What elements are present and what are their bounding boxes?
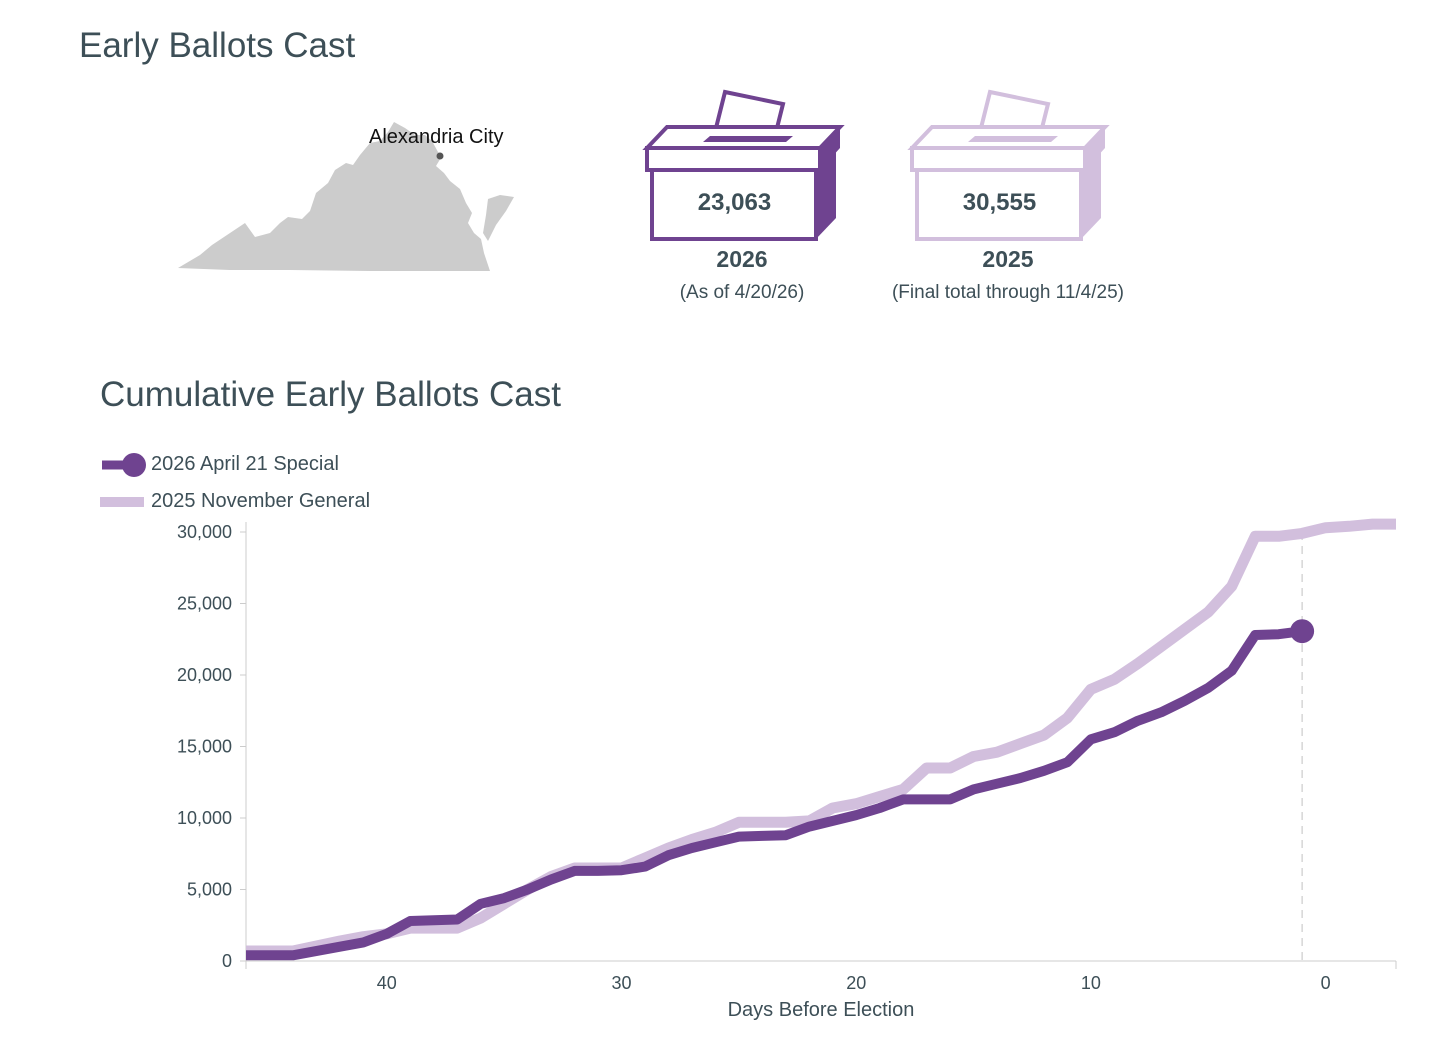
x-axis-title: Days Before Election — [728, 999, 915, 1021]
ballot-count-2026: 23,063 — [697, 189, 772, 216]
ballot-count-2025: 30,555 — [962, 189, 1037, 216]
x-tick-label: 40 — [377, 973, 397, 993]
legend-item-2025: 2025 November General — [100, 489, 420, 515]
map-locality-label: Alexandria City — [369, 126, 504, 148]
x-tick-label: 30 — [611, 973, 631, 993]
virginia-map — [178, 122, 514, 271]
series-line-2026 — [246, 626, 1303, 961]
legend-label-2026: 2026 April 21 Special — [151, 453, 339, 475]
legend-label-2025: 2025 November General — [151, 490, 371, 512]
legend-swatch-2026 — [102, 453, 146, 477]
y-tick-label: 15,000 — [177, 737, 232, 757]
ballot-box-2025-icon — [907, 89, 1110, 241]
legend-swatch-2025 — [100, 497, 144, 507]
year-2026-label: 2026 — [716, 246, 768, 272]
y-tick-label: 0 — [222, 951, 232, 971]
page-title: Early Ballots Cast — [79, 26, 356, 65]
y-tick-label: 20,000 — [177, 665, 232, 685]
y-tick-label: 30,000 — [177, 522, 232, 542]
series-end-marker-2026 — [1290, 619, 1315, 644]
year-2025-label: 2025 — [982, 246, 1034, 272]
note-2025: (Final total through 11/4/25) — [891, 282, 1124, 303]
note-2026: (As of 4/20/26) — [679, 282, 805, 303]
x-tick-label: 0 — [1321, 973, 1331, 993]
series-line-2025 — [246, 518, 1396, 957]
y-tick-label: 25,000 — [177, 594, 232, 614]
ballot-box-2026-icon — [642, 89, 845, 241]
legend-item-2026: 2026 April 21 Special — [100, 452, 420, 478]
chart-title: Cumulative Early Ballots Cast — [100, 375, 561, 414]
x-tick-label: 20 — [846, 973, 866, 993]
y-tick-label: 10,000 — [177, 808, 232, 828]
virginia-state-shape — [178, 122, 514, 271]
alexandria-city-marker — [436, 152, 444, 160]
y-tick-label: 5,000 — [187, 880, 232, 900]
x-tick-label: 10 — [1081, 973, 1101, 993]
